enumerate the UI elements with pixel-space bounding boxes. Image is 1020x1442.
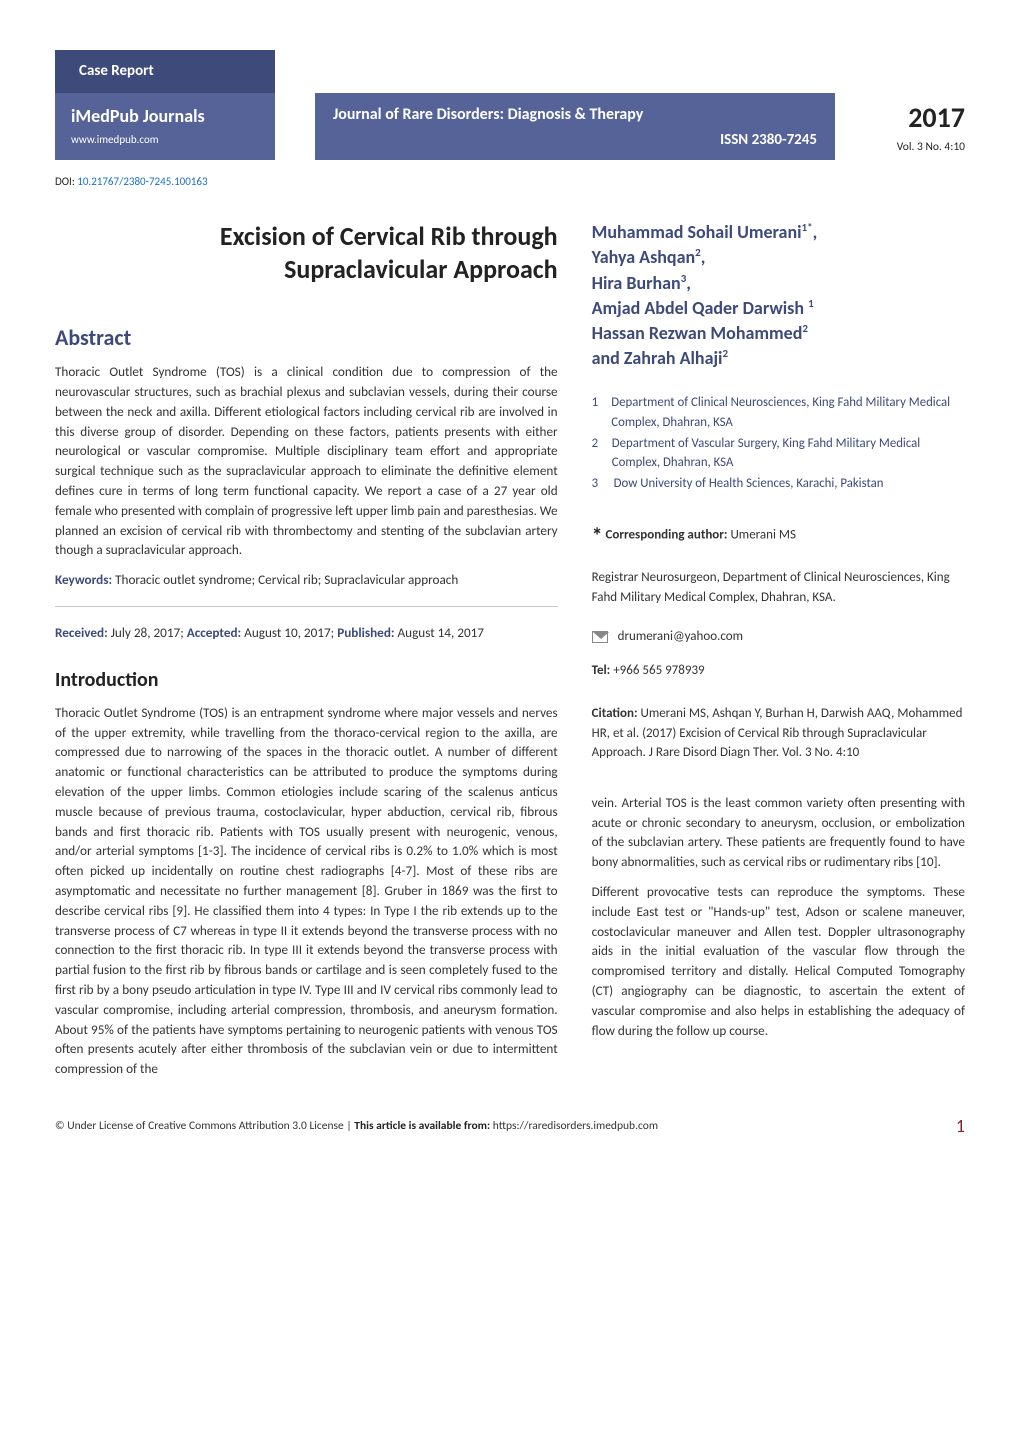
article-title-line1: Excision of Cervical Rib through — [220, 220, 558, 252]
author-6-affil: 2 — [722, 347, 728, 360]
page-footer: © Under License of Creative Commons Attr… — [55, 1113, 965, 1140]
author-3: Hira Burhan — [592, 272, 681, 294]
tel-row: Tel: +966 565 978939 — [592, 661, 965, 681]
author-5-affil: 2 — [802, 322, 808, 335]
volume-issue: Vol. 3 No. 4:10 — [847, 139, 965, 156]
introduction-text-left: Thoracic Outlet Syndrome (TOS) is an ent… — [55, 703, 558, 1079]
authors-block: Muhammad Sohail Umerani1*, Yahya Ashqan2… — [592, 220, 965, 371]
corresponding-label: Corresponding author: — [606, 528, 728, 543]
journal-header: Case Report iMedPub Journals www.imedpub… — [55, 50, 965, 190]
affiliation-text: Department of Clinical Neurosciences, Ki… — [611, 393, 965, 431]
author-4-affil: 1 — [808, 297, 814, 310]
publisher-box: iMedPub Journals www.imedpub.com — [55, 93, 275, 160]
affiliation-text: Dow University of Health Sciences, Karac… — [614, 474, 884, 493]
published-date: August 14, 2017 — [395, 624, 484, 641]
page-number: 1 — [956, 1113, 965, 1140]
introduction-heading: Introduction — [55, 665, 558, 695]
affiliation-num: 2 — [592, 434, 600, 472]
introduction-text-right: vein. Arterial TOS is the least common v… — [592, 793, 965, 1041]
journal-title-box: Journal of Rare Disorders: Diagnosis & T… — [315, 93, 835, 160]
footer-license: © Under License of Creative Commons Attr… — [55, 1118, 658, 1135]
affiliation-num: 3 — [592, 474, 602, 493]
availability-label: This article is available from: — [354, 1119, 490, 1133]
corresponding-name: Umerani MS — [730, 528, 796, 543]
received-label: Received: — [55, 624, 108, 641]
abstract-text: Thoracic Outlet Syndrome (TOS) is a clin… — [55, 362, 558, 560]
accepted-date: August 10, 2017; — [241, 624, 337, 641]
availability-url[interactable]: https://raredisorders.imedpub.com — [493, 1119, 658, 1133]
author-1: Muhammad Sohail Umerani — [592, 221, 802, 243]
corresponding-detail: Registrar Neurosurgeon, Department of Cl… — [592, 568, 965, 607]
affiliation-row: 1 Department of Clinical Neurosciences, … — [592, 393, 965, 431]
tel-label: Tel: — [592, 663, 611, 678]
doi-label: DOI: — [55, 175, 75, 188]
publisher-name: iMedPub Journals — [71, 103, 259, 130]
citation-block: Citation: Umerani MS, Ashqan Y, Burhan H… — [592, 704, 965, 763]
journal-title: Journal of Rare Disorders: Diagnosis & T… — [333, 103, 817, 127]
article-dates: Received: July 28, 2017; Accepted: Augus… — [55, 623, 558, 643]
email-icon — [592, 631, 608, 643]
author-2: Yahya Ashqan — [592, 246, 696, 268]
received-date: July 28, 2017; — [108, 624, 187, 641]
author-3-affil: 3 — [681, 272, 687, 285]
doi-link[interactable]: 10.21767/2380-7245.100163 — [77, 175, 207, 188]
published-label: Published: — [337, 624, 394, 641]
corresponding-author: * Corresponding author: Umerani MS — [592, 519, 965, 552]
author-5: Hassan Rezwan Mohammed — [592, 322, 803, 344]
journal-issn: ISSN 2380-7245 — [333, 129, 817, 152]
publication-year: 2017 — [847, 97, 965, 139]
corresponding-email[interactable]: drumerani@yahoo.com — [618, 627, 743, 647]
divider — [55, 606, 558, 607]
affiliation-text: Department of Vascular Surgery, King Fah… — [612, 434, 965, 472]
citation-label: Citation: — [592, 706, 638, 721]
article-title: Excision of Cervical Rib through Supracl… — [55, 220, 558, 285]
accepted-label: Accepted: — [187, 624, 241, 641]
author-6: Zahrah Alhaji — [624, 347, 723, 369]
author-4: Amjad Abdel Qader Darwish — [592, 297, 808, 319]
publisher-site[interactable]: www.imedpub.com — [71, 132, 259, 149]
author-1-affil: 1* — [802, 221, 813, 234]
keywords-text: Thoracic outlet syndrome; Cervical rib; … — [112, 571, 458, 588]
keywords-label: Keywords: — [55, 571, 112, 588]
keywords: Keywords: Thoracic outlet syndrome; Cerv… — [55, 570, 558, 590]
affiliation-row: 2 Department of Vascular Surgery, King F… — [592, 434, 965, 472]
affiliation-row: 3 Dow University of Health Sciences, Kar… — [592, 474, 965, 493]
affiliations-block: 1 Department of Clinical Neurosciences, … — [592, 393, 965, 493]
asterisk-icon: * — [592, 522, 603, 549]
year-box: 2017 Vol. 3 No. 4:10 — [835, 93, 965, 160]
author-2-affil: 2 — [695, 246, 701, 259]
intro-right-p1: vein. Arterial TOS is the least common v… — [592, 793, 965, 872]
license-text: © Under License of Creative Commons Attr… — [55, 1119, 354, 1133]
citation-text: Umerani MS, Ashqan Y, Burhan H, Darwish … — [592, 706, 963, 760]
affiliation-num: 1 — [592, 393, 600, 431]
corresponding-tel: +966 565 978939 — [610, 663, 704, 678]
abstract-heading: Abstract — [55, 321, 558, 354]
email-row: drumerani@yahoo.com — [592, 627, 965, 647]
case-report-tab: Case Report — [55, 50, 275, 93]
article-title-line2: Supraclavicular Approach — [284, 253, 558, 285]
intro-right-p2: Different provocative tests can reproduc… — [592, 882, 965, 1040]
author-6-prefix: and — [592, 347, 624, 369]
doi-line: DOI: 10.21767/2380-7245.100163 — [55, 174, 965, 191]
